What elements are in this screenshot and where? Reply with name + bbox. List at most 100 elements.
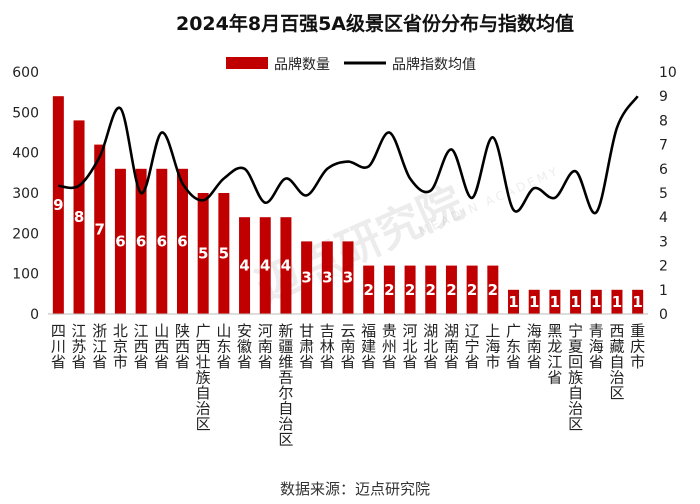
bar (73, 120, 85, 315)
bar-value-label: 3 (301, 269, 311, 287)
bar (114, 168, 126, 314)
category-label: 新疆维吾尔自治区 (278, 322, 293, 449)
bar-value-label: 2 (426, 281, 436, 299)
bar (239, 217, 251, 314)
category-label: 陕西省 (175, 322, 190, 371)
left-tick-label: 100 (12, 267, 39, 283)
category-label: 广西壮族自治区 (196, 322, 211, 433)
category-label: 吉林省 (320, 322, 335, 371)
category-label: 江西省 (134, 322, 149, 371)
bar-value-label: 6 (157, 232, 167, 250)
right-tick-label: 8 (659, 113, 668, 129)
legend-label-bar: 品牌数量 (274, 56, 330, 73)
category-label: 山东省 (216, 322, 231, 371)
bar-value-label: 2 (405, 281, 415, 299)
right-tick-label: 9 (659, 89, 668, 105)
bar (52, 96, 64, 314)
source-note: 数据来源：迈点研究院 (280, 480, 430, 498)
bar (301, 241, 313, 314)
right-tick-label: 5 (659, 186, 668, 202)
left-tick-label: 600 (12, 65, 39, 81)
bar-value-label: 6 (115, 232, 125, 250)
bar-value-label: 1 (570, 293, 580, 311)
bar (404, 265, 416, 314)
bar (425, 265, 437, 314)
bar-value-label: 8 (74, 208, 84, 226)
bar (135, 168, 147, 314)
category-label: 辽宁省 (465, 322, 480, 371)
bar-value-label: 2 (467, 281, 477, 299)
right-y-axis: 0 1 2 3 4 5 6 7 8 9 10 (659, 65, 677, 323)
category-label: 西藏自治区 (609, 322, 624, 402)
bar (445, 265, 457, 314)
right-tick-label: 1 (659, 283, 668, 299)
category-label: 浙江省 (92, 322, 107, 371)
bar (570, 289, 582, 314)
left-tick-label: 500 (12, 105, 39, 121)
bar (549, 289, 561, 314)
bar (218, 193, 230, 314)
bar (259, 217, 271, 314)
right-tick-label: 6 (659, 162, 668, 178)
bar-value-label: 5 (219, 245, 229, 263)
category-label: 北京市 (113, 322, 128, 371)
category-label: 湖南省 (444, 322, 459, 371)
left-tick-label: 400 (12, 146, 39, 162)
legend: 品牌数量 品牌指数均值 (226, 56, 476, 73)
right-tick-label: 4 (659, 210, 668, 226)
bar-value-label: 2 (384, 281, 394, 299)
bar-value-label: 2 (446, 281, 456, 299)
bar-value-label: 3 (322, 269, 332, 287)
category-label: 河南省 (258, 322, 273, 371)
right-tick-label: 2 (659, 259, 668, 275)
left-tick-label: 300 (12, 186, 39, 202)
bar (383, 265, 395, 314)
bar-value-label: 4 (281, 257, 291, 275)
bar-value-label: 2 (363, 281, 373, 299)
left-tick-label: 0 (30, 307, 39, 323)
chart-title: 2024年8月百强5A级景区省份分布与指数均值 (176, 12, 574, 35)
bar-value-label: 5 (198, 245, 208, 263)
bar-value-label: 1 (591, 293, 601, 311)
category-label: 海南省 (527, 322, 542, 371)
category-label: 湖北省 (423, 322, 438, 371)
category-label: 广东省 (506, 322, 521, 371)
bar-value-label: 4 (239, 257, 249, 275)
bar-value-label: 1 (550, 293, 560, 311)
category-label: 贵州省 (382, 322, 397, 371)
category-label: 山西省 (154, 322, 169, 371)
bar (342, 241, 354, 314)
bar (508, 289, 520, 314)
category-label: 福建省 (361, 322, 376, 371)
bar (632, 289, 644, 314)
bar-value-label: 9 (53, 196, 63, 214)
bar-value-label: 1 (529, 293, 539, 311)
right-tick-label: 3 (659, 234, 668, 250)
category-label: 安徽省 (237, 322, 252, 371)
bar-value-label: 4 (260, 257, 270, 275)
right-tick-label: 0 (659, 307, 668, 323)
legend-label-line: 品牌指数均值 (392, 56, 476, 73)
left-y-axis: 0 100 200 300 400 500 600 (12, 65, 39, 323)
category-label: 上海市 (485, 322, 500, 371)
category-label: 宁夏回族自治区 (568, 322, 583, 433)
line-series-layer (58, 95, 639, 215)
category-label: 甘肃省 (299, 322, 314, 371)
bar-value-label: 1 (508, 293, 518, 311)
bar (487, 265, 499, 314)
bar-value-label: 6 (136, 232, 146, 250)
bar (94, 144, 106, 314)
left-tick-label: 200 (12, 226, 39, 242)
legend-swatch-bar (226, 57, 268, 69)
bar-series (52, 96, 644, 315)
bar (176, 168, 188, 314)
bar-value-label: 7 (95, 220, 105, 238)
category-label: 重庆市 (630, 322, 645, 371)
bar-value-label: 2 (488, 281, 498, 299)
category-label: 青海省 (589, 322, 604, 371)
bar (363, 265, 375, 314)
index-line (58, 95, 639, 215)
bar (466, 265, 478, 314)
